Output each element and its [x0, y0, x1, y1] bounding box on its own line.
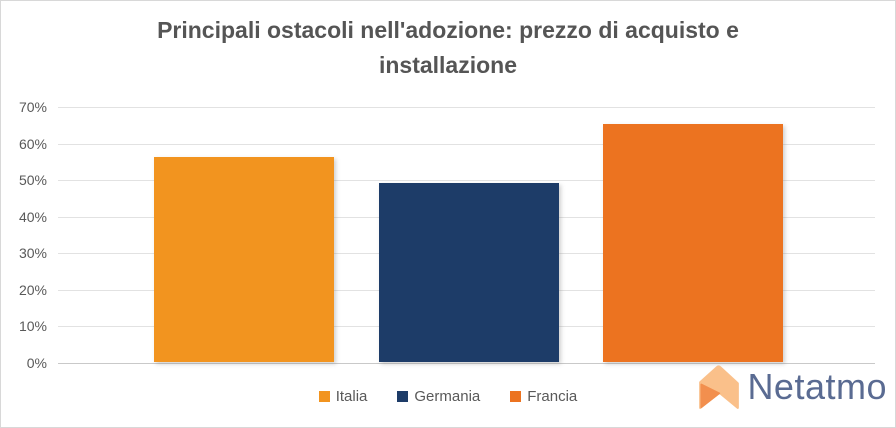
bar-francia	[603, 124, 783, 362]
gridline-70	[58, 107, 875, 108]
bar-germania	[379, 182, 559, 362]
y-tick-50: 50%	[18, 172, 47, 189]
legend-item-italia: Italia	[318, 388, 368, 405]
legend-swatch-francia	[510, 391, 522, 402]
gridline-60	[58, 143, 875, 145]
legend-item-germania: Germania	[397, 388, 480, 405]
legend-swatch-italia	[318, 391, 330, 402]
legend-swatch-germania	[397, 391, 409, 402]
y-axis: 70% 60% 50% 40% 30% 20% 10% 0%	[1, 99, 49, 371]
legend-label-italia: Italia	[335, 388, 368, 405]
netatmo-house-icon	[699, 365, 740, 409]
legend: Italia Germania Francia	[1, 388, 895, 405]
legend-label-francia: Francia	[527, 388, 578, 405]
chart-title: Principali ostacoli nell'adozione: prezz…	[1, 13, 895, 83]
y-tick-30: 30%	[18, 245, 47, 262]
y-tick-60: 60%	[18, 135, 47, 152]
y-tick-20: 20%	[18, 281, 47, 298]
y-tick-0: 0%	[26, 355, 47, 371]
y-tick-40: 40%	[18, 208, 47, 225]
bar-italia	[154, 157, 334, 362]
legend-item-francia: Francia	[510, 388, 577, 405]
netatmo-logo: Netatmo	[698, 361, 887, 413]
y-tick-10: 10%	[18, 318, 47, 335]
netatmo-logo-text: Netatmo	[747, 366, 887, 407]
chart-title-text: Principali ostacoli nell'adozione: prezz…	[157, 17, 739, 78]
plot-area	[58, 107, 875, 364]
y-tick-70: 70%	[18, 99, 47, 115]
x-axis-baseline	[58, 363, 875, 364]
legend-label-germania: Germania	[414, 388, 481, 405]
gridline-50	[58, 180, 875, 182]
